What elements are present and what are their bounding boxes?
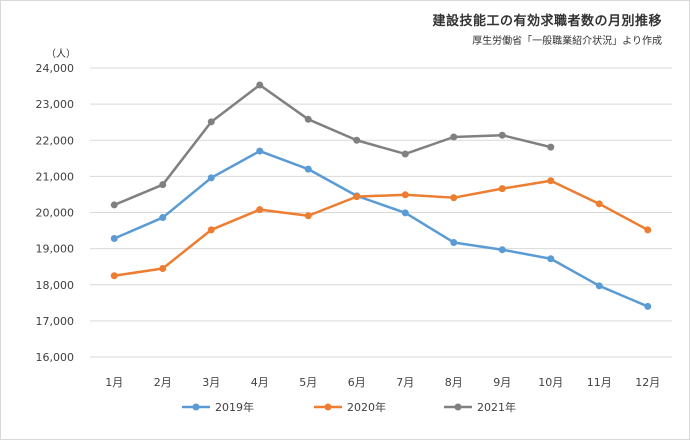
data-point (450, 194, 458, 202)
data-point (304, 115, 312, 123)
y-tick-label: 17,000 (36, 315, 75, 328)
y-tick-label: 16,000 (36, 351, 75, 364)
data-point (159, 181, 167, 189)
data-point (304, 212, 312, 220)
data-point (450, 238, 458, 246)
x-tick-label: 6月 (348, 376, 366, 389)
legend-entry: 2019年 (215, 400, 254, 414)
y-tick-label: 22,000 (36, 134, 75, 147)
y-tick-label: 18,000 (36, 279, 75, 292)
x-tick-label: 3月 (202, 376, 220, 389)
data-point (547, 143, 555, 151)
x-tick-label: 9月 (493, 376, 511, 389)
data-point (547, 255, 555, 263)
legend-swatch-marker (324, 403, 332, 411)
series-line-2 (113, 83, 552, 207)
data-point (256, 206, 264, 214)
data-point (159, 214, 167, 222)
data-point (207, 118, 215, 126)
data-point (401, 150, 409, 158)
legend-entry: 2021年 (477, 400, 516, 414)
data-point (498, 246, 506, 254)
data-point (110, 272, 118, 280)
y-tick-label: 20,000 (36, 207, 75, 220)
data-point (547, 177, 555, 185)
series-line-1 (114, 179, 649, 277)
data-point (207, 174, 215, 182)
y-tick-label: 19,000 (36, 243, 75, 256)
legend-entry: 2020年 (347, 400, 386, 414)
y-tick-label: 24,000 (36, 62, 75, 75)
x-tick-label: 8月 (445, 376, 463, 389)
data-point (353, 193, 361, 201)
chart-subtitle: 厚生労働省「一般職業紹介状況」より作成 (472, 36, 662, 47)
data-point (304, 165, 312, 173)
chart-title: 建設技能工の有効求職者数の月別推移 (432, 14, 662, 29)
y-tick-label: 23,000 (36, 98, 75, 111)
x-tick-label: 7月 (396, 376, 414, 389)
series-line-0 (113, 149, 649, 308)
data-point (207, 226, 215, 234)
data-point (595, 282, 603, 290)
data-point (256, 81, 264, 89)
data-point (450, 133, 458, 141)
data-point (256, 147, 264, 155)
x-tick-label: 2月 (154, 376, 172, 389)
legend-swatch-marker (192, 403, 200, 411)
x-tick-label: 1月 (105, 376, 123, 389)
legend-swatch-marker (454, 403, 462, 411)
data-point (110, 201, 118, 209)
x-tick-label: 10月 (538, 376, 563, 389)
x-tick-label: 4月 (251, 376, 269, 389)
data-point (159, 264, 167, 272)
x-tick-label: 12月 (635, 376, 660, 389)
data-point (353, 136, 361, 144)
data-point (498, 185, 506, 193)
data-point (644, 226, 652, 234)
data-point (595, 200, 603, 208)
y-tick-label: 21,000 (36, 170, 75, 183)
x-tick-label: 5月 (299, 376, 317, 389)
y-axis-unit-label: （人） (46, 49, 76, 60)
data-point (644, 302, 652, 310)
data-point (110, 235, 118, 243)
data-point (498, 131, 506, 139)
data-point (401, 209, 409, 217)
x-tick-label: 11月 (587, 376, 612, 389)
data-point (401, 191, 409, 199)
